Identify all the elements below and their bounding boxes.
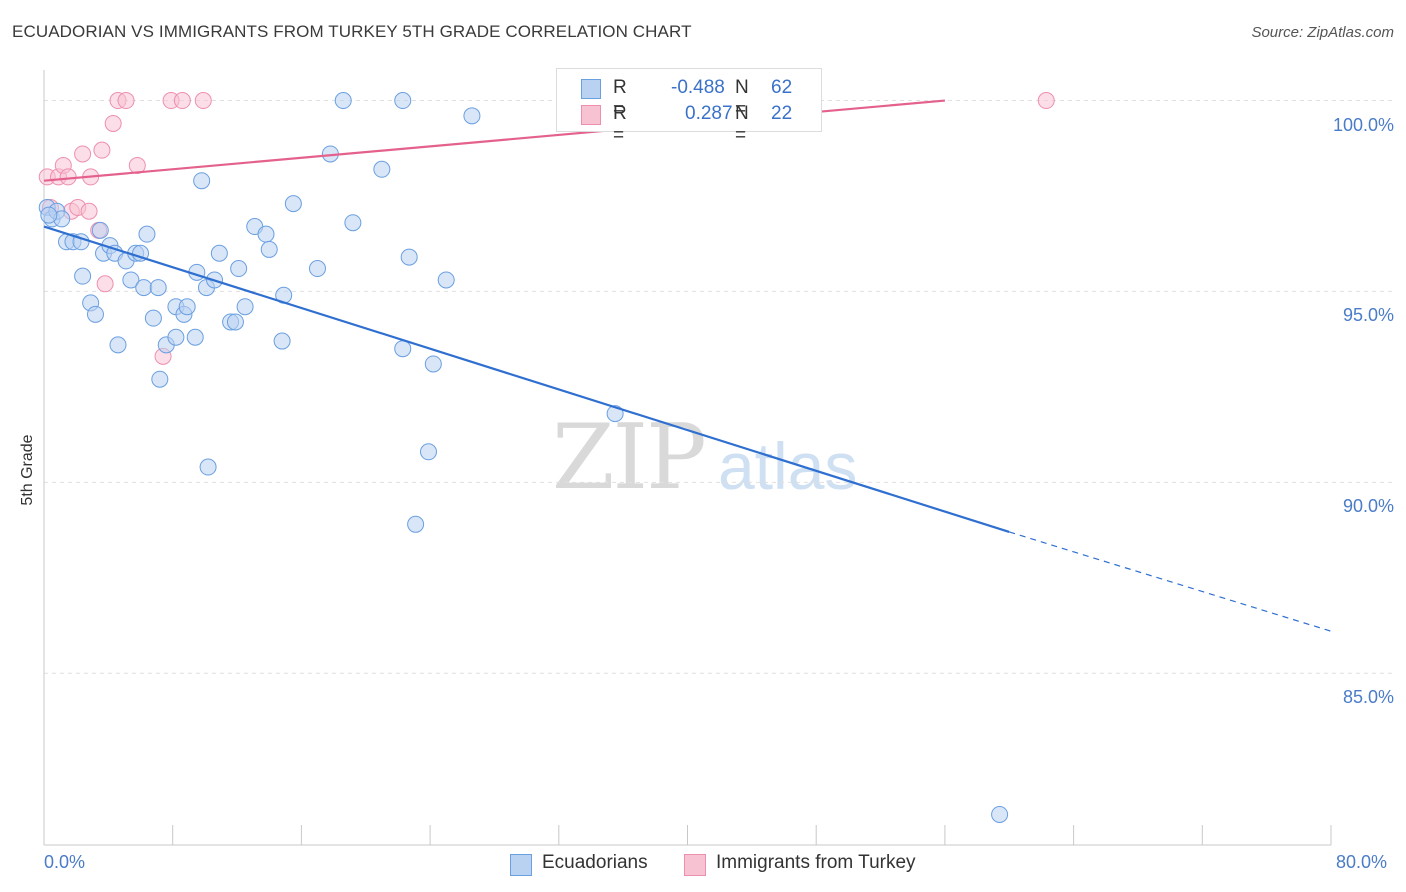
bottom-legend-label: Ecuadorians	[542, 852, 648, 873]
ecuadorian-trend-extension	[1009, 531, 1332, 632]
turkey-point	[1037, 92, 1055, 110]
ecuadorian-point	[308, 260, 326, 278]
source-label: Source: ZipAtlas.com	[1251, 24, 1394, 41]
chart-title: ECUADORIAN VS IMMIGRANTS FROM TURKEY 5TH…	[12, 22, 692, 41]
ecuadorian-point	[400, 248, 418, 266]
ecuadorian-point	[334, 92, 352, 110]
y-tick-label: 90.0%	[1342, 496, 1394, 517]
ecuadorian-point	[373, 160, 391, 178]
ecuadorian-point	[437, 271, 455, 289]
turkey-point	[173, 92, 191, 110]
pink-points-layer	[38, 92, 1055, 365]
ecuadorian-point	[151, 370, 169, 388]
turkey-point	[80, 202, 98, 220]
ecuadorian-point	[284, 195, 302, 213]
ecuadorian-point	[74, 267, 92, 285]
x-tick-label-min: 0.0%	[44, 852, 86, 872]
legend-swatch-blue	[581, 79, 601, 99]
ecuadorian-point	[257, 225, 275, 243]
legend-n-value: 22	[771, 103, 793, 124]
legend-r-label: R =	[613, 77, 627, 120]
ecuadorian-point	[138, 225, 156, 243]
turkey-point	[74, 145, 92, 163]
y-tick-label: 95.0%	[1342, 305, 1394, 326]
ecuadorian-point	[149, 279, 167, 297]
axis-layer	[43, 70, 1332, 846]
ecuadorian-point	[91, 221, 109, 239]
bottom-legend-swatch-blue	[510, 854, 532, 876]
ecuadorian-point	[260, 240, 278, 258]
turkey-point	[104, 114, 122, 132]
ecuadorian-point	[394, 92, 412, 110]
ecuadorian-point	[178, 298, 196, 316]
turkey-point	[59, 168, 77, 186]
ecuadorian-trend-line	[43, 225, 1010, 533]
turkey-point	[194, 92, 212, 110]
blue-points-layer	[38, 92, 1009, 823]
ecuadorian-point	[167, 328, 185, 346]
ecuadorian-point	[419, 443, 437, 461]
legend-r-label: R =	[613, 103, 627, 146]
ecuadorian-point	[122, 271, 140, 289]
ecuadorian-point	[193, 172, 211, 190]
turkey-point	[93, 141, 111, 159]
watermark-atlas: atlas	[718, 429, 858, 503]
legend-r-value: -0.488	[671, 77, 725, 98]
ecuadorian-point	[230, 260, 248, 278]
turkey-point	[117, 92, 135, 110]
watermark-zip: ZIP	[552, 405, 707, 510]
ecuadorian-point	[109, 336, 127, 354]
ecuadorian-point	[236, 298, 254, 316]
legend-swatch-pink	[581, 105, 601, 125]
ecuadorian-point	[424, 355, 442, 373]
ecuadorian-point	[407, 515, 425, 533]
ecuadorian-point	[991, 805, 1009, 823]
legend-n-label: N =	[735, 77, 749, 120]
x-tick-label-max: 80.0%	[1336, 852, 1388, 872]
ecuadorian-point	[199, 458, 217, 476]
legend-n-value: 62	[771, 77, 793, 98]
ecuadorian-point	[344, 214, 362, 232]
ecuadorian-point	[226, 313, 244, 331]
ecuadorian-point	[463, 107, 481, 125]
stats-legend: R = -0.488 N = 62 R = 0.287 N = 22	[556, 68, 822, 146]
trend-layer	[43, 99, 1332, 632]
ecuadorian-point	[210, 244, 228, 262]
turkey-point	[96, 275, 114, 293]
legend-r-value: 0.287	[685, 103, 733, 124]
bottom-legend-label: Immigrants from Turkey	[716, 852, 916, 873]
ecuadorian-point	[273, 332, 291, 350]
legend-n-label: N =	[735, 103, 749, 146]
y-tick-label: 85.0%	[1342, 687, 1394, 708]
ecuadorian-point	[186, 328, 204, 346]
ecuadorian-point	[40, 206, 58, 224]
ecuadorian-point	[86, 305, 104, 323]
bottom-legend-swatch-pink	[684, 854, 706, 876]
ecuadorian-point	[135, 279, 153, 297]
ecuadorian-point	[144, 309, 162, 327]
y-tick-label: 100.0%	[1332, 114, 1394, 135]
ecuadorian-point	[394, 340, 412, 358]
